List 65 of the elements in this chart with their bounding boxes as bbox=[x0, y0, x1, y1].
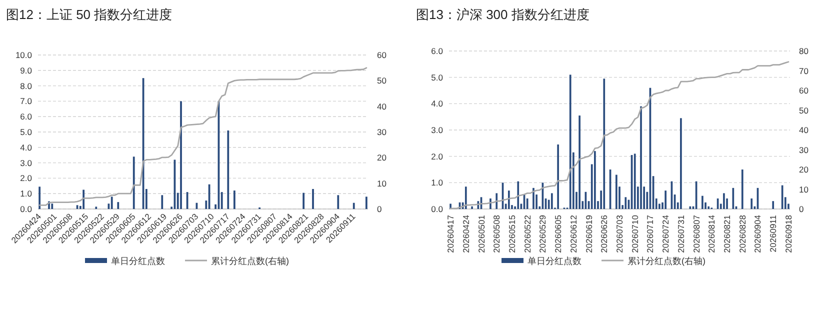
x-tick-label: 20260710 bbox=[630, 214, 640, 253]
y2-tick-label: 10 bbox=[377, 178, 387, 188]
y-tick-label: 8.0 bbox=[20, 80, 32, 91]
x-tick-label: 20260918 bbox=[783, 214, 794, 253]
y-tick-label: 2.0 bbox=[20, 173, 32, 184]
x-tick-label: 20260417 bbox=[446, 214, 456, 253]
y-tick-label: 7.0 bbox=[20, 96, 32, 106]
y-tick-label: 2.0 bbox=[431, 151, 444, 162]
y-tick-label: 6.0 bbox=[431, 46, 444, 56]
y2-tick-label: 40 bbox=[377, 101, 387, 112]
y-tick-label: 1.0 bbox=[431, 178, 444, 188]
y-tick-label: 1.0 bbox=[20, 188, 32, 199]
y2-tick-label: 40 bbox=[799, 125, 809, 135]
x-tick-label: 20260724 bbox=[660, 214, 671, 253]
x-tick-label: 20260424 bbox=[460, 214, 471, 253]
chart-title: 图13：沪深 300 指数分红进度 bbox=[416, 7, 590, 22]
y-tick-label: 0.0 bbox=[20, 204, 32, 214]
y-tick-label: 9.0 bbox=[20, 65, 32, 76]
x-tick-label: 20260911 bbox=[768, 214, 778, 252]
x-tick-label: 20260501 bbox=[476, 214, 486, 253]
y2-tick-label: 60 bbox=[799, 86, 809, 96]
x-tick-label: 20260619 bbox=[584, 214, 594, 253]
x-tick-label: 20260717 bbox=[645, 214, 656, 253]
y2-tick-label: 80 bbox=[799, 46, 809, 56]
y2-tick-label: 30 bbox=[799, 144, 809, 155]
y-tick-label: 5.0 bbox=[20, 127, 32, 137]
legend-label: 累计分红点数(右轴) bbox=[211, 256, 289, 266]
y-tick-label: 3.0 bbox=[431, 125, 444, 135]
y2-tick-label: 10 bbox=[799, 184, 809, 194]
y2-tick-label: 60 bbox=[377, 50, 387, 60]
x-tick-label: 20260814 bbox=[706, 214, 717, 253]
legend-label: 单日分红点数 bbox=[528, 256, 582, 266]
legend-label: 单日分红点数 bbox=[111, 256, 165, 266]
x-tick-label: 20260904 bbox=[752, 214, 763, 253]
y-tick-label: 10.0 bbox=[15, 50, 32, 60]
y2-tick-label: 50 bbox=[799, 105, 809, 116]
y-tick-label: 5.0 bbox=[431, 72, 444, 82]
line-series bbox=[38, 67, 368, 206]
x-tick-label: 20260522 bbox=[522, 214, 532, 253]
y2-tick-label: 20 bbox=[377, 152, 387, 163]
y2-tick-label: 30 bbox=[377, 127, 387, 137]
y-tick-label: 4.0 bbox=[20, 142, 32, 152]
y2-tick-label: 20 bbox=[799, 164, 809, 174]
x-tick-label: 20260626 bbox=[599, 214, 610, 253]
y2-tick-label: 0 bbox=[377, 204, 382, 214]
legend-label: 累计分红点数(右轴) bbox=[628, 256, 706, 266]
y-tick-label: 0.0 bbox=[431, 204, 444, 214]
x-tick-label: 20260807 bbox=[691, 214, 702, 253]
y2-tick-label: 50 bbox=[377, 76, 387, 86]
x-tick-label: 20260515 bbox=[506, 214, 517, 253]
x-tick-label: 20260703 bbox=[614, 214, 624, 253]
x-tick-label: 20260612 bbox=[568, 214, 578, 253]
y-tick-label: 4.0 bbox=[431, 98, 444, 109]
x-tick-label: 20260605 bbox=[553, 214, 564, 253]
x-tick-label: 20260821 bbox=[722, 214, 732, 253]
y-tick-label: 6.0 bbox=[20, 112, 32, 122]
x-tick-label: 20260731 bbox=[676, 214, 686, 253]
y-tick-label: 3.0 bbox=[20, 158, 32, 168]
x-tick-label: 20260828 bbox=[737, 214, 748, 253]
y2-tick-label: 70 bbox=[799, 66, 809, 76]
x-tick-label: 20260529 bbox=[538, 214, 548, 253]
y2-tick-label: 0 bbox=[799, 204, 804, 214]
chart-title: 图12：上证 50 指数分红进度 bbox=[6, 7, 172, 22]
x-tick-label: 20260508 bbox=[492, 214, 502, 253]
line-series bbox=[450, 61, 790, 210]
